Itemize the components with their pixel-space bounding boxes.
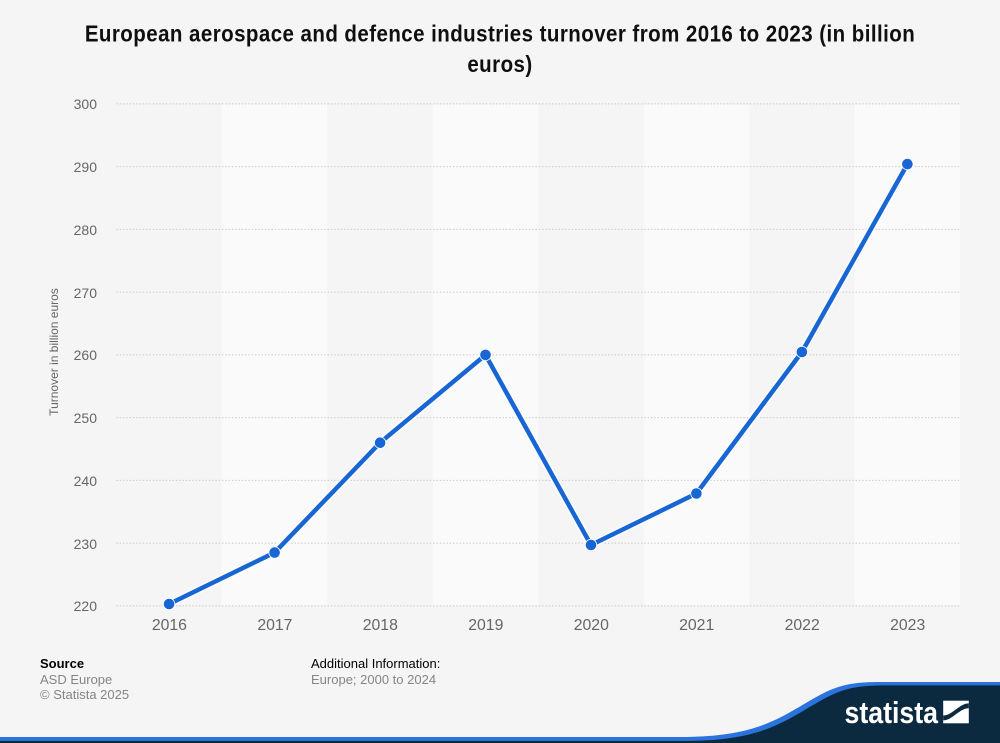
svg-text:statista: statista	[845, 696, 939, 730]
